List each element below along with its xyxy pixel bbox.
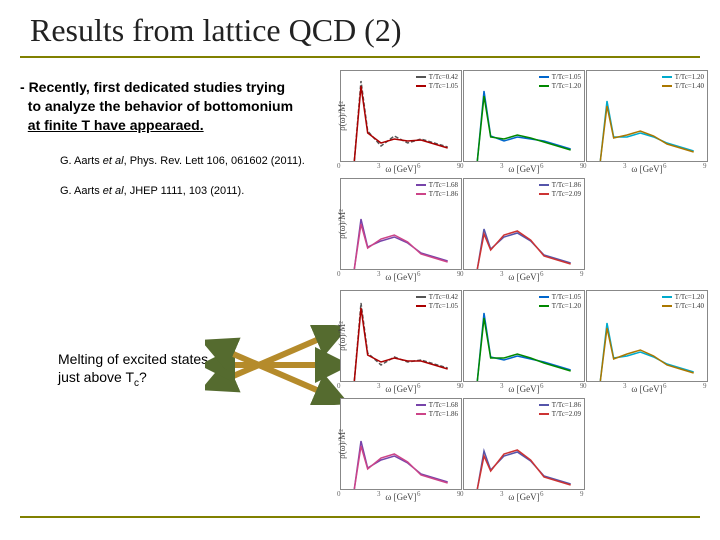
- x-tick: 6: [663, 162, 667, 170]
- x-tick: 3: [377, 162, 381, 170]
- chart-legend: T/Tc=1.05T/Tc=1.20: [539, 293, 581, 311]
- x-tick: 0: [583, 162, 587, 170]
- x-axis-label: ω [GeV]: [508, 272, 539, 282]
- x-tick: 6: [663, 382, 667, 390]
- x-tick: 3: [500, 382, 504, 390]
- chart-legend: T/Tc=1.86T/Tc=2.09: [539, 181, 581, 199]
- chart-panel: T/Tc=1.86T/Tc=2.09ω [GeV]0369: [463, 178, 585, 270]
- chart-grid: T/Tc=0.42T/Tc=1.05ρ(ω)/M²ω [GeV]0369T/Tc…: [340, 70, 710, 485]
- x-axis-label: ω [GeV]: [631, 384, 662, 394]
- x-tick: 9: [580, 490, 584, 498]
- x-axis-label: ω [GeV]: [508, 164, 539, 174]
- ref1-rest: , Phys. Rev. Lett 106, 061602 (2011).: [124, 155, 305, 167]
- melting-line1: Melting of excited states: [58, 351, 208, 367]
- x-tick: 6: [540, 162, 544, 170]
- chart-panel: T/Tc=1.20T/Tc=1.40ω [GeV]0369: [586, 70, 708, 162]
- ref2-prefix: G. Aarts: [60, 185, 103, 197]
- title-underline: [20, 56, 700, 58]
- melting-line2b: ?: [139, 369, 147, 385]
- chart-legend: T/Tc=0.42T/Tc=1.05: [416, 73, 458, 91]
- x-tick: 0: [337, 490, 341, 498]
- x-axis-label: ω [GeV]: [385, 492, 416, 502]
- chart-panel: T/Tc=1.05T/Tc=1.20ω [GeV]0369: [463, 290, 585, 382]
- x-tick: 9: [703, 162, 707, 170]
- x-axis-label: ω [GeV]: [631, 164, 662, 174]
- chart-panel: T/Tc=1.20T/Tc=1.40ω [GeV]0369: [586, 290, 708, 382]
- x-tick: 3: [377, 270, 381, 278]
- body-paragraph: - Recently, first dedicated studies tryi…: [20, 78, 330, 135]
- x-tick: 3: [500, 162, 504, 170]
- x-tick: 3: [500, 270, 504, 278]
- x-tick: 9: [580, 270, 584, 278]
- chart-legend: T/Tc=1.86T/Tc=2.09: [539, 401, 581, 419]
- x-axis-label: ω [GeV]: [385, 164, 416, 174]
- melting-caption: Melting of excited states just above Tc?: [58, 350, 208, 390]
- y-axis-label: ρ(ω)/M²: [337, 101, 347, 131]
- chart-legend: T/Tc=1.20T/Tc=1.40: [662, 73, 704, 91]
- x-tick: 0: [337, 270, 341, 278]
- x-tick: 0: [460, 162, 464, 170]
- x-tick: 0: [460, 270, 464, 278]
- y-axis-label: ρ(ω)/M²: [337, 209, 347, 239]
- x-tick: 0: [337, 162, 341, 170]
- body-line2: to analyze the behavior of bottomonium: [28, 98, 293, 114]
- chart-panel: T/Tc=0.42T/Tc=1.05ρ(ω)/M²ω [GeV]0369: [340, 290, 462, 382]
- y-axis-label: ρ(ω)/M²: [337, 321, 347, 351]
- body-line1: Recently, first dedicated studies trying: [29, 79, 285, 95]
- x-tick: 3: [377, 490, 381, 498]
- footer-line: [20, 516, 700, 518]
- ref2-ital: et al: [103, 185, 124, 197]
- chart-panel: T/Tc=1.86T/Tc=2.09ω [GeV]0369: [463, 398, 585, 490]
- x-tick: 3: [623, 162, 627, 170]
- x-tick: 3: [377, 382, 381, 390]
- x-tick: 6: [540, 270, 544, 278]
- x-tick: 9: [703, 382, 707, 390]
- x-tick: 0: [337, 382, 341, 390]
- x-tick: 6: [417, 490, 421, 498]
- x-tick: 6: [417, 270, 421, 278]
- chart-panel: T/Tc=0.42T/Tc=1.05ρ(ω)/M²ω [GeV]0369: [340, 70, 462, 162]
- x-tick: 6: [417, 162, 421, 170]
- x-axis-label: ω [GeV]: [508, 492, 539, 502]
- double-arrows-icon: [205, 325, 345, 405]
- chart-legend: T/Tc=1.68T/Tc=1.86: [416, 181, 458, 199]
- body-line3-underlined: at finite T have appearaed.: [28, 117, 204, 133]
- x-axis-label: ω [GeV]: [385, 272, 416, 282]
- x-tick: 6: [540, 490, 544, 498]
- x-tick: 0: [583, 382, 587, 390]
- x-tick: 3: [623, 382, 627, 390]
- chart-legend: T/Tc=1.68T/Tc=1.86: [416, 401, 458, 419]
- chart-panel: T/Tc=1.05T/Tc=1.20ω [GeV]0369: [463, 70, 585, 162]
- x-axis-label: ω [GeV]: [385, 384, 416, 394]
- x-tick: 6: [540, 382, 544, 390]
- slide-title: Results from lattice QCD (2): [30, 12, 401, 49]
- bullet-lead: -: [20, 79, 29, 95]
- ref2-rest: , JHEP 1111, 103 (2011).: [124, 185, 245, 197]
- chart-panel: T/Tc=1.68T/Tc=1.86ρ(ω)/M²ω [GeV]0369: [340, 398, 462, 490]
- chart-legend: T/Tc=1.05T/Tc=1.20: [539, 73, 581, 91]
- ref1-ital: et al: [103, 155, 124, 167]
- chart-legend: T/Tc=0.42T/Tc=1.05: [416, 293, 458, 311]
- x-tick: 3: [500, 490, 504, 498]
- chart-panel: T/Tc=1.68T/Tc=1.86ρ(ω)/M²ω [GeV]0369: [340, 178, 462, 270]
- x-tick: 0: [460, 382, 464, 390]
- y-axis-label: ρ(ω)/M²: [337, 429, 347, 459]
- melting-line2a: just above T: [58, 369, 134, 385]
- ref1-prefix: G. Aarts: [60, 155, 103, 167]
- chart-legend: T/Tc=1.20T/Tc=1.40: [662, 293, 704, 311]
- reference-1: G. Aarts et al, Phys. Rev. Lett 106, 061…: [60, 155, 305, 167]
- x-tick: 0: [460, 490, 464, 498]
- x-tick: 6: [417, 382, 421, 390]
- reference-2: G. Aarts et al, JHEP 1111, 103 (2011).: [60, 185, 244, 197]
- x-axis-label: ω [GeV]: [508, 384, 539, 394]
